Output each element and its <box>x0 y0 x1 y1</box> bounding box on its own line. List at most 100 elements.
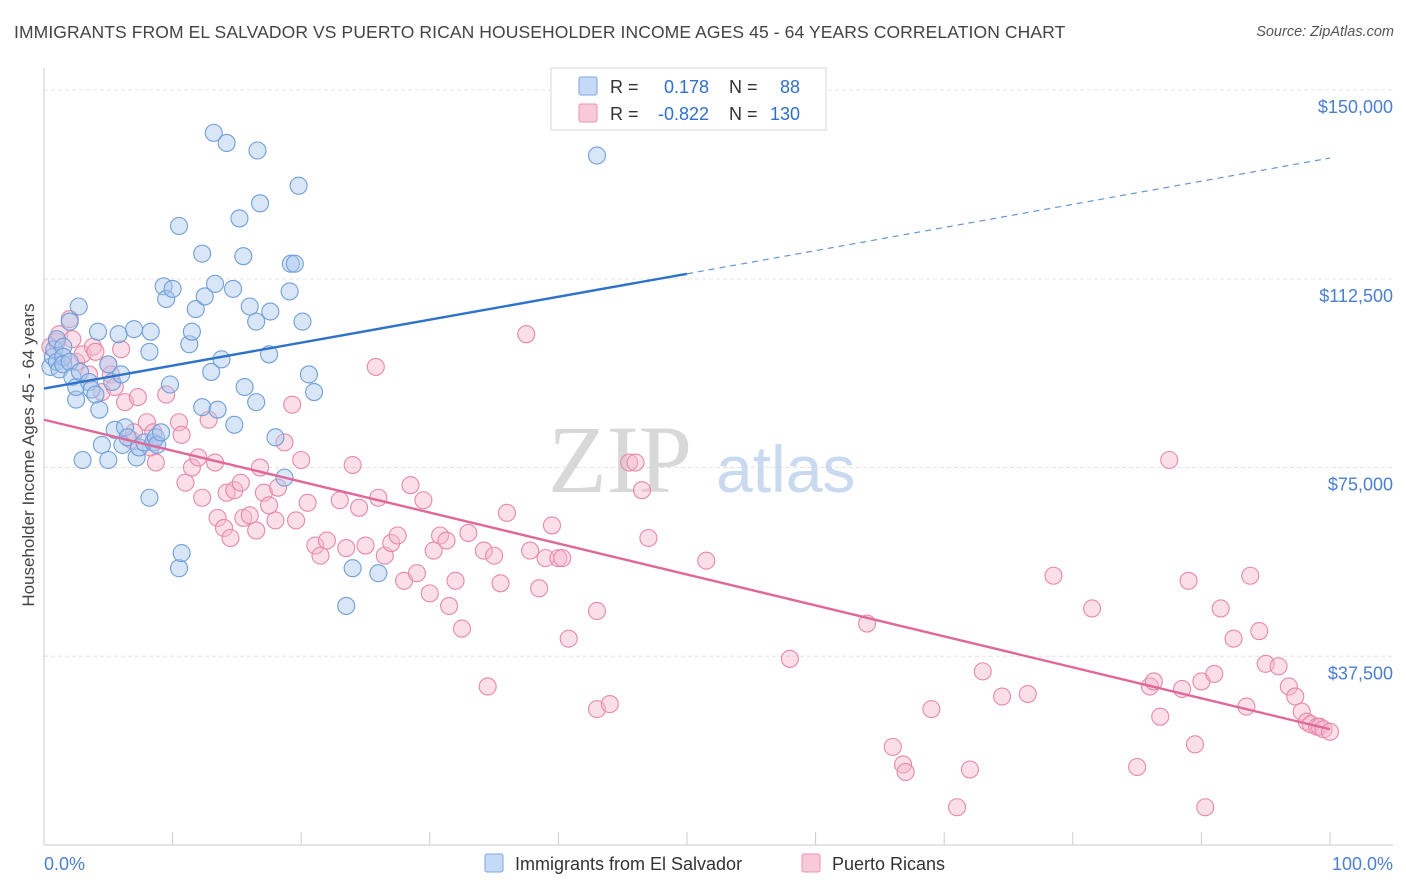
legend-r-value-1: 0.178 <box>664 77 709 97</box>
el-salvador-point <box>151 423 171 442</box>
el-salvador-point <box>217 133 236 152</box>
el-salvador-point <box>261 302 280 321</box>
el-salvador-point <box>343 559 362 578</box>
puerto-rican-point <box>440 596 459 615</box>
puerto-rican-point <box>497 503 517 522</box>
puerto-rican-point <box>626 453 645 472</box>
el-salvador-point <box>230 209 249 228</box>
x-tick-label: 100.0% <box>1332 854 1393 874</box>
puerto-rican-point <box>193 488 212 507</box>
puerto-rican-point <box>172 425 191 444</box>
el-salvador-point <box>305 383 324 402</box>
el-salvador-point <box>182 322 201 341</box>
puerto-rican-point <box>437 531 456 550</box>
el-salvador-point <box>60 312 79 331</box>
puerto-rican-point <box>269 478 288 497</box>
el-salvador-point <box>124 320 144 339</box>
el-salvador-point <box>160 375 180 394</box>
puerto-rican-point <box>311 546 330 565</box>
puerto-rican-point <box>259 496 279 515</box>
source-note: Source: ZipAtlas.com <box>1256 24 1394 40</box>
el-salvador-point <box>90 400 109 419</box>
watermark-atlas: atlas <box>716 432 855 506</box>
watermark: ZIP atlas <box>548 406 855 513</box>
puerto-rican-point <box>632 481 652 500</box>
puerto-rican-point <box>549 549 568 568</box>
puerto-rican-point <box>883 737 902 756</box>
puerto-rican-point <box>1286 687 1305 706</box>
puerto-rican-point <box>1196 798 1215 817</box>
el-salvador-point <box>67 390 86 409</box>
puerto-rican-point <box>521 541 540 560</box>
puerto-rican-point <box>292 450 311 470</box>
puerto-rican-point <box>287 511 306 530</box>
series-legend-pink-swatch <box>801 853 821 873</box>
stats-legend: R = 0.178 N = 88 R = -0.822 N = 130 <box>550 67 827 131</box>
el-salvador-point <box>289 176 308 195</box>
puerto-rican-point <box>530 579 549 598</box>
puerto-rican-point <box>697 551 716 570</box>
puerto-rican-point <box>1241 566 1260 585</box>
el-salvador-point <box>172 544 191 563</box>
puerto-rican-point <box>1018 684 1037 704</box>
el-salvador-point <box>587 146 607 165</box>
puerto-rican-point <box>1269 657 1288 676</box>
trend-lines <box>43 157 1331 731</box>
puerto-rican-point <box>1224 629 1243 648</box>
puerto-rican-point <box>600 695 619 714</box>
puerto-rican-point <box>559 629 578 648</box>
legend-blue-swatch <box>578 76 598 96</box>
el-salvador-point <box>337 596 356 615</box>
puerto-rican-point <box>382 533 401 553</box>
puerto-rican-point <box>553 549 572 568</box>
legend-pink-swatch <box>578 103 598 123</box>
el-salvador-point <box>225 415 244 434</box>
puerto-rican-point <box>350 498 369 517</box>
el-salvador-points <box>41 123 607 615</box>
el-salvador-point <box>109 325 128 344</box>
puerto-rican-point <box>112 340 131 359</box>
puerto-rican-point <box>1128 757 1147 777</box>
puerto-rican-point <box>639 528 658 548</box>
el-salvador-point <box>99 450 118 470</box>
puerto-rican-point <box>401 476 420 495</box>
puerto-rican-point <box>86 342 105 361</box>
puerto-rican-point <box>424 541 443 560</box>
el-salvador-point <box>235 377 254 397</box>
puerto-rican-point <box>474 541 493 560</box>
puerto-rican-point <box>1211 599 1230 618</box>
series-legend-pink-label: Puerto Ricans <box>832 854 945 874</box>
puerto-rican-point <box>157 385 176 404</box>
puerto-rican-point <box>1044 566 1063 585</box>
legend-r-label-2: R = <box>610 104 639 124</box>
el-salvador-point <box>234 247 253 266</box>
puerto-rican-point <box>1279 677 1298 696</box>
puerto-rican-point <box>137 413 156 432</box>
el-salvador-point <box>204 123 223 142</box>
puerto-rican-point <box>298 493 317 512</box>
puerto-rican-point <box>330 491 349 510</box>
el-salvador-point <box>99 355 118 374</box>
el-salvador-point <box>86 385 105 404</box>
puerto-rican-point <box>620 453 639 472</box>
puerto-rican-point <box>283 395 302 414</box>
puerto-rican-point <box>948 798 967 817</box>
el-salvador-point <box>186 299 205 319</box>
puerto-rican-point <box>366 357 385 376</box>
puerto-rican-point <box>266 511 285 530</box>
puerto-rican-point <box>1205 664 1224 683</box>
legend-r-value-2: -0.822 <box>658 104 709 124</box>
puerto-rican-point <box>1083 599 1102 618</box>
el-salvador-point <box>92 435 111 454</box>
el-salvador-point <box>369 564 388 583</box>
legend-r-label-1: R = <box>610 77 639 97</box>
puerto-rican-point <box>587 601 607 621</box>
puerto-rican-point <box>275 433 294 452</box>
puerto-rican-point <box>306 536 325 555</box>
el-salvador-point <box>54 337 73 356</box>
el-salvador-point <box>248 141 267 160</box>
el-salvador-point <box>293 312 312 331</box>
el-salvador-point <box>240 297 259 316</box>
el-salvador-point <box>88 322 108 341</box>
